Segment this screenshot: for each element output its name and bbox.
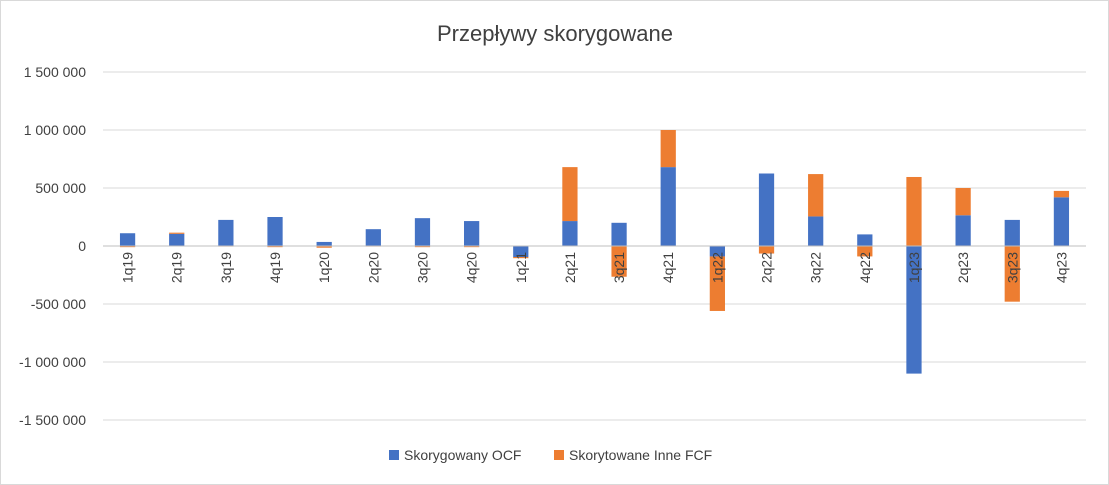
y-tick-label: 500 000 [35, 180, 86, 196]
bar-ocf-1q23 [906, 246, 922, 374]
legend-item-ocf: Skorygowany OCF [389, 447, 521, 463]
x-tick-label: 1q22 [709, 252, 725, 283]
bar-inne-fcf-2q19 [169, 232, 185, 234]
x-tick-label: 2q19 [169, 252, 185, 283]
x-tick-label: 3q19 [218, 252, 234, 283]
bar-inne-fcf-3q22 [808, 174, 824, 217]
y-tick-label: -1 500 000 [19, 412, 86, 428]
x-tick-label: 3q22 [808, 252, 824, 283]
bar-ocf-4q21 [660, 167, 676, 246]
bar-ocf-3q20 [414, 218, 431, 246]
bar-ocf-2q20 [365, 229, 381, 246]
bar-ocf-2q23 [955, 215, 971, 246]
x-tick-label: 1q20 [316, 252, 332, 283]
bar-inne-fcf-4q19 [267, 246, 283, 248]
x-tick-label: 3q20 [414, 252, 430, 283]
bar-inne-fcf-3q20 [414, 246, 431, 248]
bar-ocf-3q19 [218, 219, 234, 246]
x-tick-label: 4q21 [660, 252, 676, 283]
bars [119, 130, 1070, 374]
bar-inne-fcf-2q23 [955, 188, 971, 216]
gridlines [103, 71, 1086, 421]
x-tick-label: 2q21 [562, 252, 578, 283]
bar-ocf-1q21 [513, 246, 529, 258]
y-tick-label: -500 000 [31, 296, 86, 312]
y-axis-tick-labels: 1 500 000 1 000 000 500 000 0 -500 000 -1 000… [19, 64, 86, 428]
x-tick-label: 1q23 [906, 252, 922, 283]
bar-inne-fcf-4q21 [660, 130, 676, 168]
bar-inne-fcf-3q21 [611, 246, 627, 277]
bar-inne-fcf-3q23 [1004, 246, 1020, 302]
legend-item-inne-fcf: Skorytowane Inne FCF [554, 447, 712, 463]
legend-swatch-ocf [389, 450, 399, 460]
y-tick-label: 1 500 000 [24, 64, 86, 80]
bar-ocf-4q19 [267, 217, 283, 246]
x-tick-label: 2q20 [365, 252, 381, 283]
legend: Skorygowany OCF Skorytowane Inne FCF [389, 447, 712, 463]
x-tick-label: 1q19 [120, 252, 136, 283]
bar-ocf-3q22 [808, 216, 824, 246]
y-tick-label: 0 [78, 238, 86, 254]
x-tick-label: 2q22 [759, 252, 775, 283]
x-tick-label: 4q19 [267, 252, 283, 283]
legend-label-ocf: Skorygowany OCF [404, 447, 521, 463]
x-tick-label: 4q20 [464, 252, 480, 283]
legend-swatch-inne-fcf [554, 450, 564, 460]
bar-inne-fcf-4q22 [857, 246, 873, 257]
x-tick-label: 4q23 [1053, 252, 1069, 283]
bar-inne-fcf-2q21 [562, 167, 578, 222]
y-tick-label: 1 000 000 [24, 122, 86, 138]
x-tick-label: 3q23 [1004, 252, 1020, 283]
bar-ocf-1q20 [316, 241, 332, 246]
bar-ocf-2q19 [169, 233, 185, 246]
bar-ocf-2q22 [758, 173, 775, 246]
chart-title: Przepływy skorygowane [437, 21, 673, 46]
bar-ocf-1q22 [709, 246, 725, 257]
bar-ocf-3q21 [611, 222, 627, 246]
bar-ocf-2q21 [562, 221, 578, 246]
bar-ocf-4q20 [464, 221, 480, 246]
bar-inne-fcf-2q22 [758, 246, 775, 254]
bar-ocf-1q19 [119, 233, 136, 246]
x-tick-label: 3q21 [611, 252, 627, 283]
bar-inne-fcf-1q21 [513, 257, 529, 259]
y-tick-label: -1 000 000 [19, 354, 86, 370]
x-tick-label: 4q22 [857, 252, 873, 283]
legend-label-inne-fcf: Skorytowane Inne FCF [569, 447, 712, 463]
bar-ocf-3q23 [1004, 219, 1020, 246]
bar-inne-fcf-1q20 [316, 246, 332, 248]
x-tick-label: 1q21 [513, 252, 529, 283]
x-tick-label: 2q23 [955, 252, 971, 283]
bar-inne-fcf-4q20 [464, 246, 480, 248]
bar-inne-fcf-1q19 [119, 246, 136, 248]
bar-ocf-4q23 [1053, 197, 1070, 246]
bar-inne-fcf-4q23 [1053, 190, 1070, 198]
x-axis-tick-labels: 1q19 2q19 3q19 4q19 1q20 2q20 3q20 4q20 1q21 2q21… [120, 252, 1070, 283]
bar-ocf-4q22 [857, 234, 873, 246]
bar-inne-fcf-1q23 [906, 176, 922, 246]
bar-inne-fcf-1q22 [709, 256, 725, 311]
